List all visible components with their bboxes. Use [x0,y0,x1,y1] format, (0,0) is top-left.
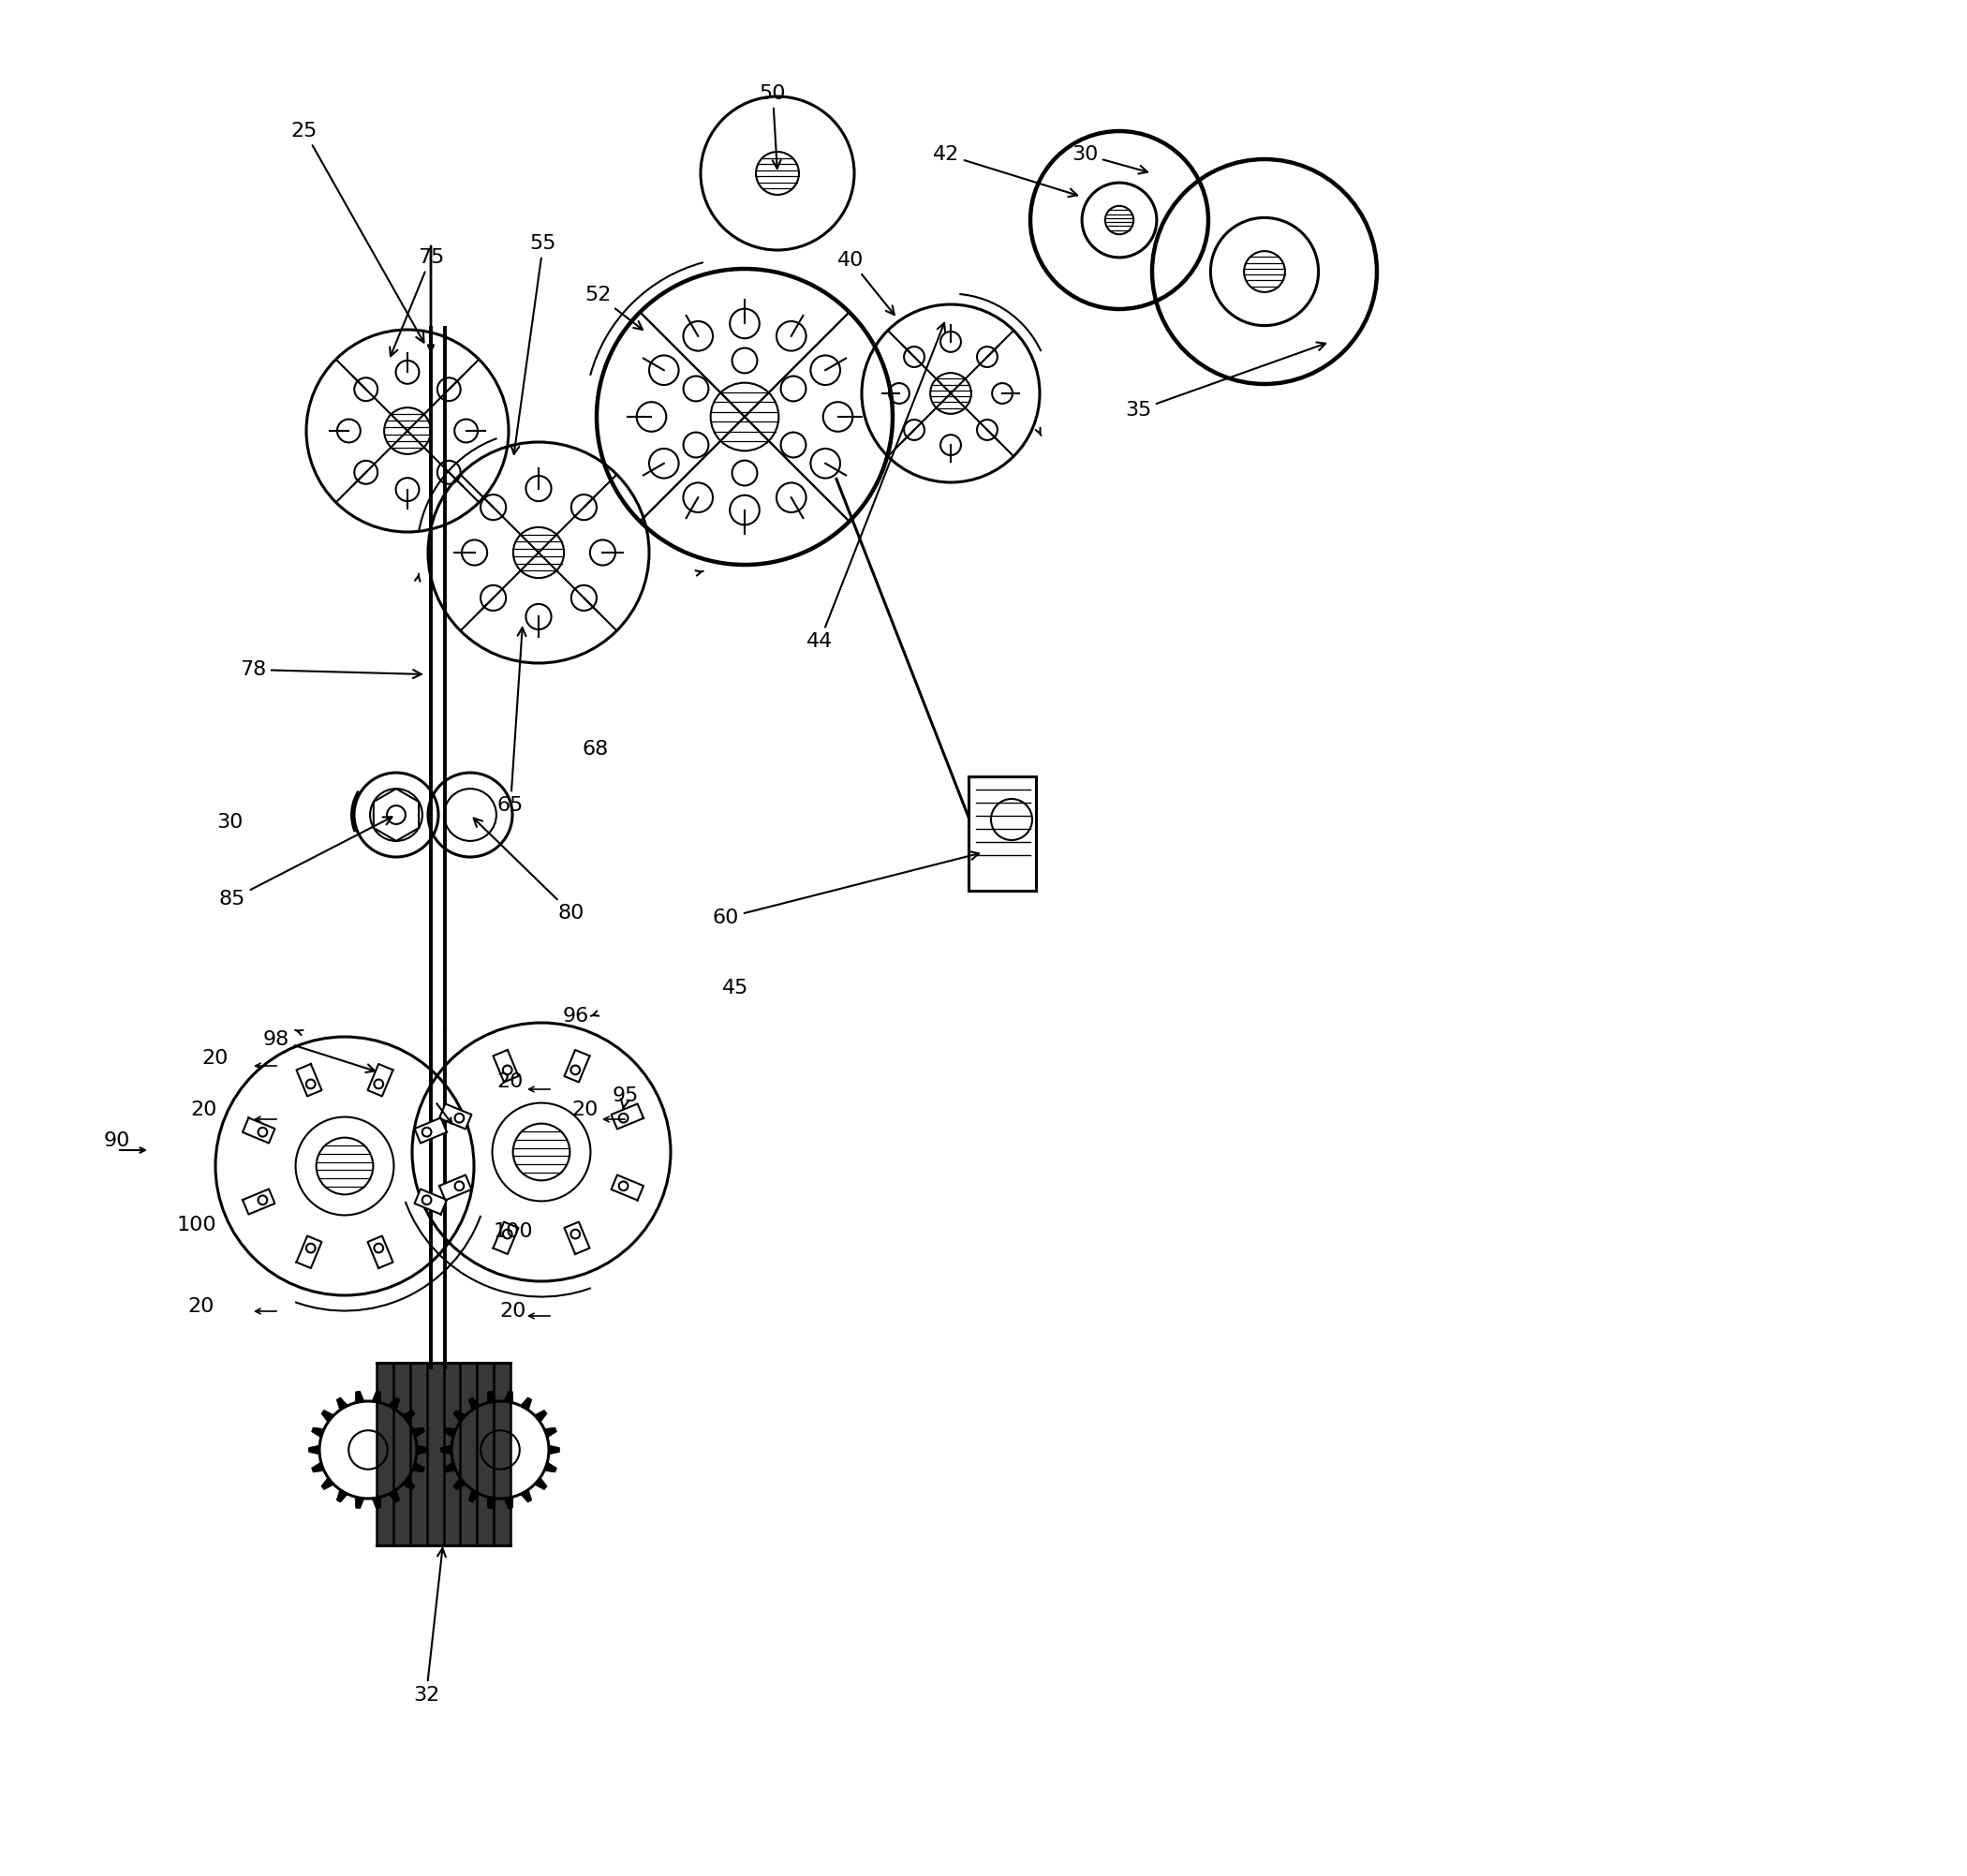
Text: 35: 35 [1125,341,1326,420]
Polygon shape [439,1103,472,1129]
Text: 42: 42 [932,144,1078,197]
Polygon shape [549,1445,559,1454]
Polygon shape [411,1461,425,1473]
Polygon shape [368,1236,393,1268]
Polygon shape [401,1478,415,1490]
Text: 68: 68 [582,739,610,758]
Text: 20: 20 [498,1073,523,1092]
Polygon shape [356,1390,364,1403]
Polygon shape [297,1064,323,1096]
FancyBboxPatch shape [968,777,1037,891]
Polygon shape [336,1490,348,1503]
Text: 30: 30 [216,812,242,831]
Polygon shape [445,1461,456,1473]
Text: 90: 90 [104,1131,130,1150]
Text: 45: 45 [722,979,749,998]
Polygon shape [494,1221,519,1255]
Text: 20: 20 [500,1302,527,1321]
Polygon shape [439,1174,472,1201]
Text: 50: 50 [759,84,787,169]
Text: 55: 55 [511,234,557,454]
Polygon shape [521,1398,531,1411]
Polygon shape [336,1398,348,1411]
Polygon shape [504,1497,513,1508]
Polygon shape [488,1497,496,1508]
Polygon shape [612,1174,643,1201]
Polygon shape [535,1411,547,1422]
Polygon shape [468,1490,480,1503]
Circle shape [387,805,405,824]
Text: 25: 25 [291,122,423,343]
Polygon shape [372,1390,382,1403]
Polygon shape [504,1390,513,1403]
Polygon shape [612,1103,643,1129]
Text: 98: 98 [264,1030,376,1073]
Text: 20: 20 [189,1296,214,1315]
Polygon shape [415,1118,447,1142]
Polygon shape [376,1362,511,1546]
Polygon shape [545,1428,557,1437]
Polygon shape [488,1390,496,1403]
Text: 85: 85 [218,818,391,908]
Text: 78: 78 [240,660,421,679]
Polygon shape [565,1051,590,1082]
Polygon shape [311,1428,325,1437]
Text: 30: 30 [1072,144,1147,174]
Polygon shape [441,1445,452,1454]
Polygon shape [321,1478,334,1490]
Text: 100: 100 [494,1223,533,1242]
Text: 65: 65 [498,628,525,814]
Polygon shape [297,1236,323,1268]
Polygon shape [387,1490,399,1503]
Text: 20: 20 [191,1101,218,1120]
Polygon shape [468,1398,480,1411]
Text: 96: 96 [563,1007,590,1026]
Text: 32: 32 [413,1548,447,1705]
Polygon shape [452,1478,466,1490]
Polygon shape [356,1497,364,1508]
Polygon shape [445,1428,456,1437]
Text: 80: 80 [474,818,584,923]
Text: 20: 20 [572,1101,598,1120]
Text: 60: 60 [712,852,980,927]
Text: 40: 40 [838,251,895,315]
Polygon shape [311,1461,325,1473]
Polygon shape [494,1051,519,1082]
Polygon shape [415,1189,447,1214]
Polygon shape [521,1490,531,1503]
Text: 20: 20 [203,1049,228,1067]
Polygon shape [401,1411,415,1422]
Polygon shape [411,1428,425,1437]
Polygon shape [417,1445,427,1454]
Polygon shape [565,1221,590,1255]
Text: 100: 100 [177,1216,216,1234]
Text: 95: 95 [612,1086,639,1109]
Polygon shape [387,1398,399,1411]
Text: 52: 52 [584,285,643,330]
Polygon shape [545,1461,557,1473]
Polygon shape [242,1118,275,1142]
Polygon shape [452,1411,466,1422]
Polygon shape [368,1064,393,1096]
Polygon shape [242,1189,275,1214]
Polygon shape [372,1497,382,1508]
Polygon shape [535,1478,547,1490]
Text: 44: 44 [806,323,944,651]
Text: 75: 75 [389,248,445,356]
Polygon shape [321,1411,334,1422]
Polygon shape [309,1445,319,1454]
